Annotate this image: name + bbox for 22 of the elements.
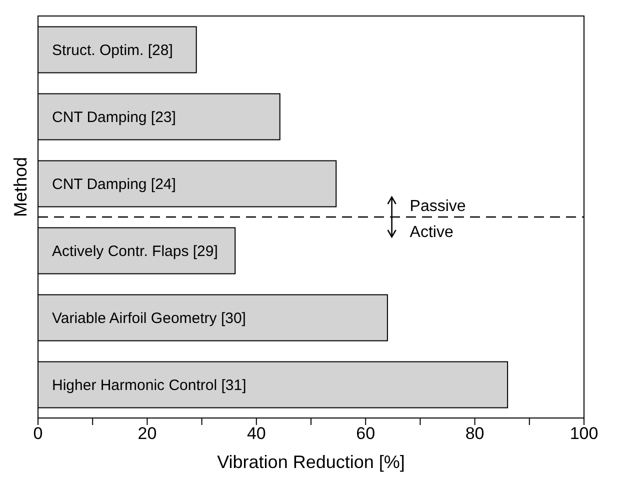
bar — [38, 26, 197, 74]
y-axis-title: Method — [10, 156, 30, 217]
bar — [38, 93, 280, 140]
x-tick-label: 100 — [570, 424, 598, 444]
x-tick-label: 40 — [246, 424, 266, 444]
bar — [38, 361, 508, 408]
y-tick-label: Variable Airfoil Geometry [30] — [52, 310, 246, 328]
y-tick-label: Actively Contr. Flaps [29] — [52, 243, 218, 260]
x-axis-title: Vibration Reduction [%] — [217, 452, 405, 472]
annotation: Passive — [410, 198, 466, 215]
y-tick-label: Higher Harmonic Control [31] — [52, 377, 246, 394]
x-tick-label: 20 — [138, 424, 157, 444]
annotation: Active — [410, 224, 454, 241]
y-tick-label: CNT Damping [23] — [52, 109, 176, 126]
bar — [38, 294, 388, 342]
bar — [38, 227, 236, 274]
x-tick-label: 0 — [33, 424, 43, 444]
x-tick-label: 80 — [465, 424, 484, 444]
y-tick-label: Struct. Optim. [28] — [52, 42, 173, 60]
y-tick-label: CNT Damping [24] — [52, 176, 176, 194]
x-tick-label: 60 — [356, 424, 376, 444]
bar — [38, 160, 337, 208]
